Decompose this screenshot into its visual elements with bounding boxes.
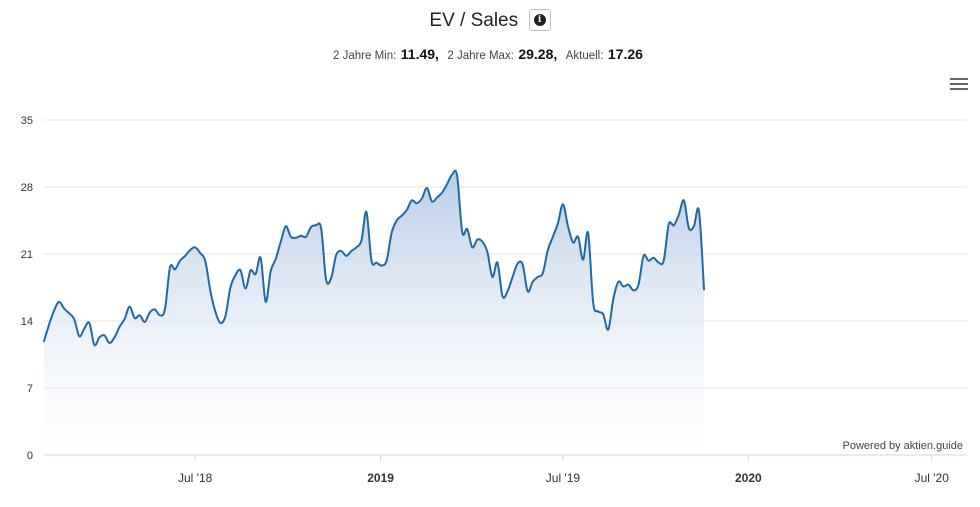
chart-title-row: EV / Sales i: [0, 9, 980, 32]
current-label: Aktuell:: [565, 50, 604, 62]
min-label: 2 Jahre Min:: [333, 50, 397, 62]
credit-text: Powered by aktien.guide: [842, 440, 963, 452]
x-tick-label: Jul '19: [546, 471, 581, 485]
chart-title: EV / Sales: [429, 10, 519, 31]
y-tick-label: 21: [21, 249, 33, 261]
info-circle-icon: i: [533, 14, 546, 26]
info-button[interactable]: i: [528, 9, 551, 31]
series-line: [43, 169, 705, 347]
max-label: 2 Jahre Max:: [447, 50, 514, 62]
hamburger-menu-icon[interactable]: [950, 78, 968, 92]
x-tick-label: 2019: [367, 471, 394, 485]
x-tick-label: Jul '20: [915, 471, 950, 485]
x-tick-label: 2020: [735, 471, 762, 485]
y-tick-label: 0: [27, 450, 33, 462]
stats-bar: 2 Jahre Min: 11.49, 2 Jahre Max: 29.28, …: [0, 46, 980, 64]
max-value: 29.28,: [518, 46, 558, 62]
y-tick-label: 35: [21, 115, 33, 127]
y-tick-label: 14: [21, 316, 33, 328]
y-tick-label: 28: [21, 182, 33, 194]
y-tick-label: 7: [27, 383, 33, 395]
x-tick-label: Jul '18: [178, 471, 213, 485]
series-area-fill: [44, 170, 704, 455]
current-value: 17.26: [607, 46, 643, 62]
min-value: 11.49,: [400, 46, 439, 62]
